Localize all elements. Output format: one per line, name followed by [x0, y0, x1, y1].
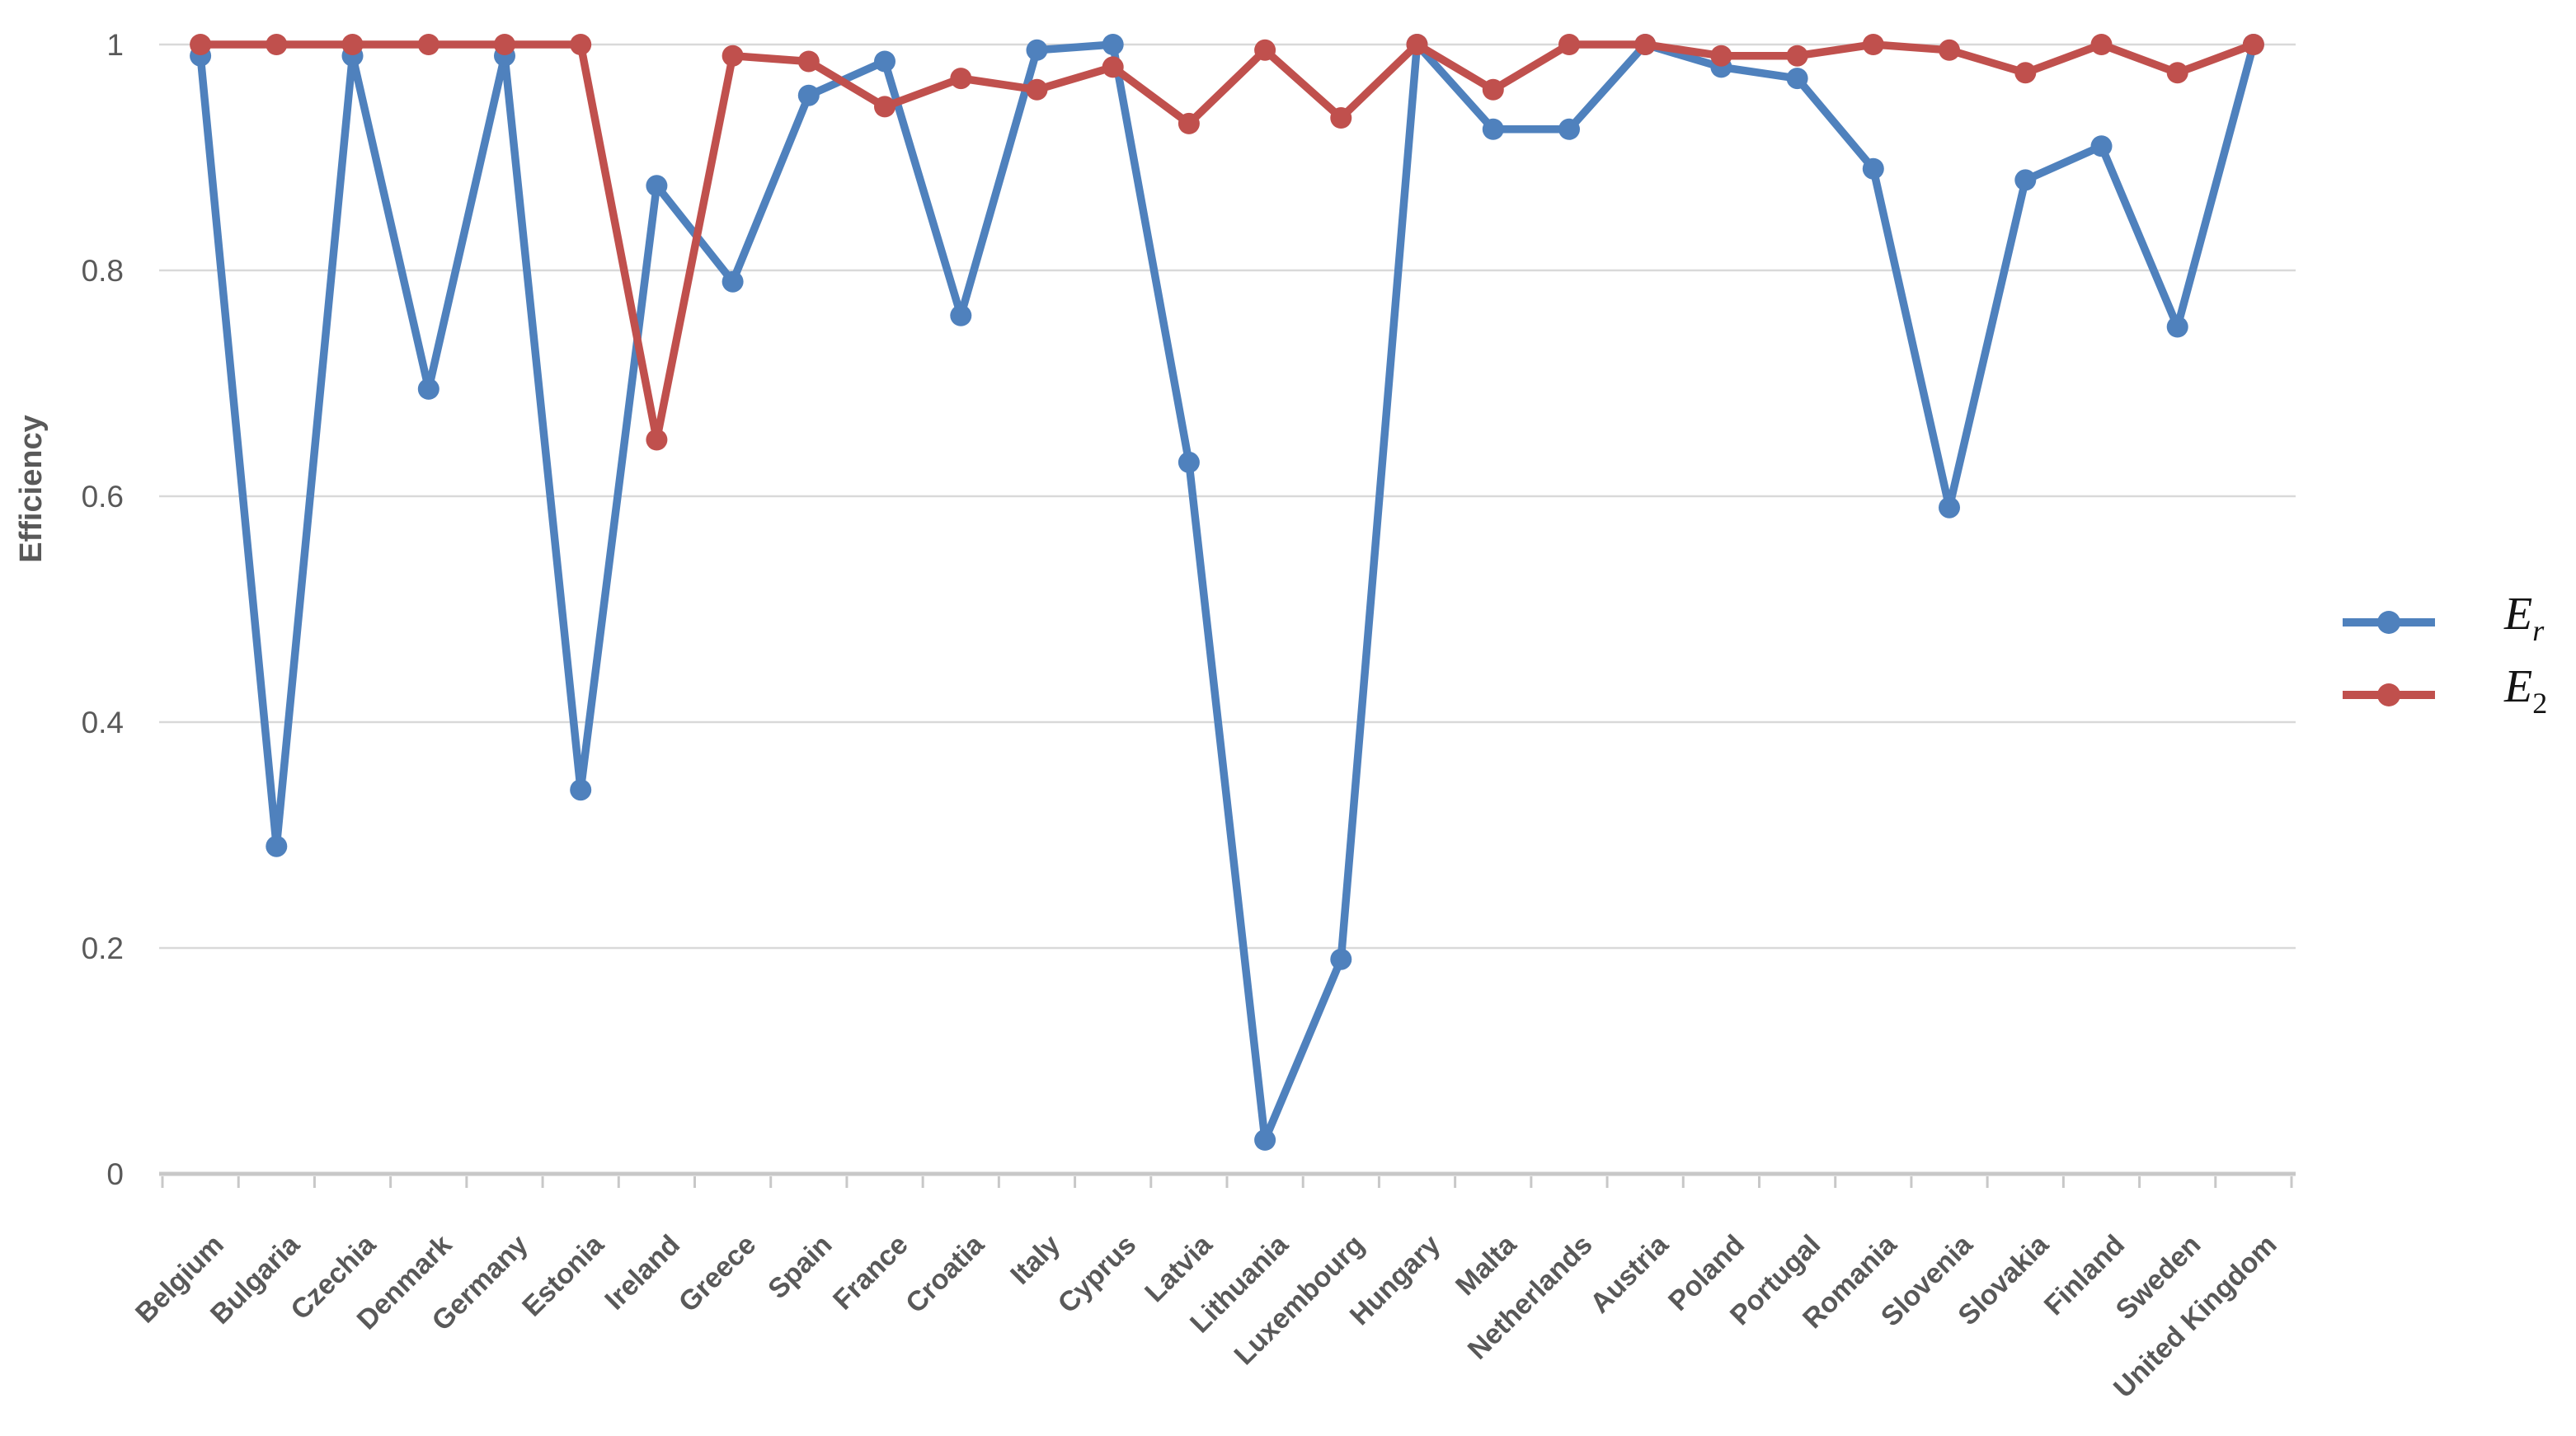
- point-er-denmark: [417, 378, 440, 400]
- point-er-finland: [2090, 135, 2113, 157]
- y-tick-label-1: 1: [106, 28, 124, 62]
- point-e2-romania: [1862, 34, 1884, 55]
- point-er-france: [874, 50, 895, 73]
- point-e2-malta: [1482, 78, 1504, 101]
- point-er-italy: [1026, 39, 1048, 61]
- point-e2-slovakia: [2014, 62, 2037, 84]
- point-e2-estonia: [570, 34, 592, 55]
- point-e2-bulgaria: [266, 34, 288, 55]
- er-line-marker-icon: [2343, 611, 2435, 634]
- y-tick-label-0.2: 0.2: [82, 932, 124, 965]
- point-er-malta: [1482, 118, 1504, 140]
- point-er-lithuania: [1254, 1129, 1276, 1151]
- y-tick-label-0.6: 0.6: [82, 480, 124, 514]
- series-er: [190, 34, 2264, 1151]
- series-e2: [190, 34, 2264, 451]
- point-e2-latvia: [1178, 112, 1200, 134]
- x-category-labels: BelgiumBulgariaCzechiaDenmarkGermanyEsto…: [129, 1228, 2282, 1404]
- point-e2-italy: [1026, 78, 1048, 101]
- point-e2-spain: [797, 50, 820, 73]
- x-label-cyprus: Cyprus: [1052, 1229, 1143, 1320]
- y-tick-label-0: 0: [106, 1157, 124, 1191]
- point-er-croatia: [950, 304, 972, 326]
- point-er-greece: [722, 270, 744, 293]
- legend-label-er: Er: [2504, 589, 2545, 647]
- point-e2-ireland: [646, 429, 668, 451]
- point-e2-sweden: [2166, 62, 2188, 84]
- point-e2-cyprus: [1102, 56, 1124, 78]
- point-er-latvia: [1178, 451, 1200, 473]
- point-er-ireland: [646, 175, 668, 197]
- x-axis: [159, 1171, 2296, 1188]
- point-e2-austria: [1634, 34, 1657, 55]
- point-er-netherlands: [1558, 118, 1580, 140]
- point-e2-united-kingdom: [2242, 34, 2264, 55]
- x-label-ireland: Ireland: [599, 1229, 686, 1316]
- legend-item-e2: E2: [2339, 661, 2547, 722]
- series-e2-line: [196, 40, 2258, 444]
- point-er-romania: [1862, 157, 1884, 180]
- y-tick-label-0.8: 0.8: [82, 254, 124, 288]
- point-er-sweden: [2166, 316, 2188, 338]
- point-er-portugal: [1786, 68, 1808, 90]
- point-e2-poland: [1710, 45, 1732, 67]
- point-e2-lithuania: [1254, 39, 1276, 61]
- point-e2-netherlands: [1558, 34, 1580, 55]
- point-e2-france: [874, 96, 895, 118]
- point-e2-czechia: [341, 34, 364, 55]
- legend-label-e2: E2: [2504, 661, 2548, 720]
- point-e2-belgium: [190, 34, 212, 55]
- x-label-france: France: [827, 1229, 914, 1316]
- point-e2-greece: [722, 45, 744, 67]
- point-e2-croatia: [950, 68, 972, 90]
- y-tick-label-0.4: 0.4: [82, 706, 124, 739]
- point-e2-luxembourg: [1330, 107, 1352, 129]
- point-e2-germany: [494, 34, 515, 55]
- x-label-estonia: Estonia: [516, 1228, 610, 1322]
- point-e2-slovenia: [1939, 39, 1960, 61]
- point-er-luxembourg: [1330, 948, 1352, 970]
- e2-line-marker-icon: [2343, 683, 2435, 706]
- x-label-austria: Austria: [1584, 1228, 1675, 1319]
- point-er-bulgaria: [266, 835, 288, 857]
- x-label-croatia: Croatia: [900, 1228, 990, 1319]
- x-label-italy: Italy: [1004, 1229, 1066, 1291]
- x-label-luxembourg: Luxembourg: [1229, 1229, 1370, 1371]
- series-er-line: [196, 40, 2258, 1144]
- point-er-slovakia: [2014, 169, 2037, 191]
- point-er-cyprus: [1102, 34, 1124, 55]
- legend-item-er: Er: [2339, 589, 2544, 650]
- point-e2-finland: [2090, 34, 2113, 55]
- x-label-malta: Malta: [1450, 1228, 1523, 1302]
- point-e2-denmark: [417, 34, 440, 55]
- point-e2-hungary: [1406, 34, 1428, 55]
- point-er-spain: [797, 84, 820, 106]
- y-axis-title: Efficiency: [14, 415, 49, 563]
- point-er-slovenia: [1939, 496, 1960, 519]
- point-e2-portugal: [1786, 45, 1808, 67]
- x-label-greece: Greece: [673, 1229, 762, 1318]
- y-tick-labels: 0 0.2 0.4 0.6 0.8 1: [82, 28, 124, 1191]
- point-er-estonia: [570, 779, 592, 801]
